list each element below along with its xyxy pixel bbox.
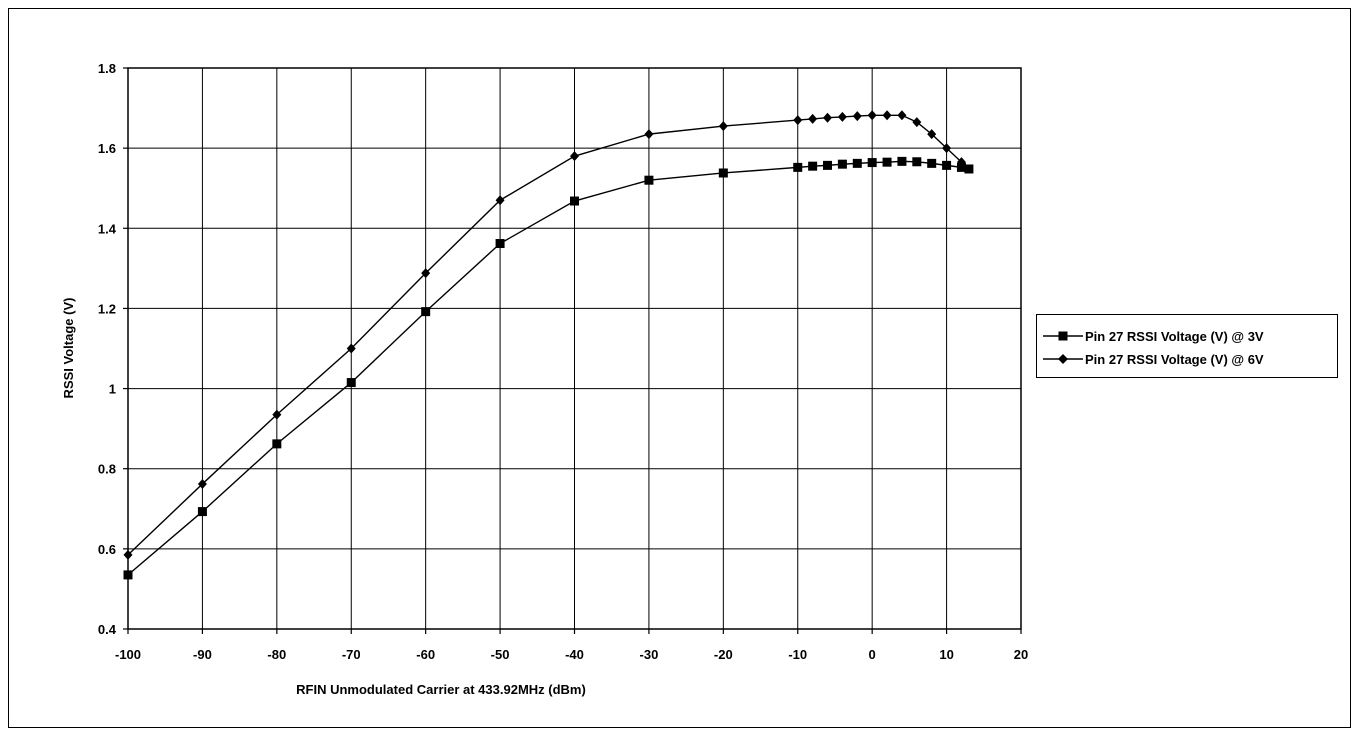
series-line <box>127 114 962 556</box>
data-point <box>272 439 282 449</box>
data-point <box>867 110 877 121</box>
series-layer <box>123 110 974 580</box>
data-point <box>123 549 133 560</box>
series-2 <box>123 110 966 560</box>
data-point <box>823 112 833 123</box>
x-tick-label: -10 <box>788 647 807 662</box>
legend-entry-6v: Pin 27 RSSI Voltage (V) @ 6V <box>1043 349 1264 369</box>
x-tick-label: -30 <box>640 647 659 662</box>
data-point <box>570 196 579 206</box>
data-point <box>495 195 505 206</box>
data-point <box>912 157 922 167</box>
data-point <box>272 409 282 420</box>
data-point <box>346 343 356 354</box>
data-point <box>808 161 818 171</box>
data-point <box>837 111 847 122</box>
data-point <box>718 168 728 178</box>
data-point <box>882 110 892 121</box>
data-point <box>897 156 907 166</box>
x-tick-label: -20 <box>714 647 733 662</box>
legend-label-3v: Pin 27 RSSI Voltage (V) @ 3V <box>1085 328 1264 344</box>
legend-entry-3v: Pin 27 RSSI Voltage (V) @ 3V <box>1043 326 1264 346</box>
y-tick-label: 1.6 <box>98 141 116 156</box>
legend-label-6v: Pin 27 RSSI Voltage (V) @ 6V <box>1085 351 1264 367</box>
data-point <box>942 160 952 170</box>
data-point <box>644 175 654 185</box>
data-point <box>852 158 862 168</box>
data-point <box>421 307 431 317</box>
data-point <box>718 121 728 132</box>
data-point <box>421 268 431 279</box>
data-point <box>197 507 207 517</box>
data-point <box>942 143 952 154</box>
series-1 <box>123 156 974 580</box>
data-point <box>823 160 833 170</box>
x-tick-label: -60 <box>416 647 435 662</box>
x-tick-label: 20 <box>1014 647 1028 662</box>
data-point <box>852 111 862 122</box>
data-point <box>793 162 803 172</box>
data-point <box>346 378 356 388</box>
data-point <box>197 478 207 489</box>
data-point <box>495 239 505 249</box>
x-axis-title: RFIN Unmodulated Carrier at 433.92MHz (d… <box>296 682 586 697</box>
y-tick-label: 1 <box>109 382 116 397</box>
y-tick-label: 0.6 <box>98 542 116 557</box>
chart-frame <box>8 8 1351 728</box>
legend-swatch-square-icon <box>1043 331 1083 341</box>
x-tick-label: -40 <box>565 647 584 662</box>
legend-swatch-diamond-icon <box>1043 354 1083 364</box>
series-line <box>127 160 970 576</box>
y-tick-label: 1.2 <box>98 301 116 316</box>
x-tick-label: -90 <box>193 647 212 662</box>
x-tick-label: 0 <box>869 647 876 662</box>
y-tick-label: 1.8 <box>98 61 116 76</box>
y-tick-label: 1.4 <box>98 221 117 236</box>
y-tick-label: 0.8 <box>98 462 116 477</box>
data-point <box>956 157 966 168</box>
legend: Pin 27 RSSI Voltage (V) @ 3V Pin 27 RSSI… <box>1036 314 1338 378</box>
y-tick-label: 0.4 <box>98 622 117 637</box>
data-point <box>927 158 937 168</box>
data-point <box>793 115 803 126</box>
data-point <box>897 110 907 121</box>
data-point <box>964 164 974 174</box>
data-point <box>837 159 847 169</box>
data-point <box>912 117 922 128</box>
x-tick-label: -80 <box>267 647 286 662</box>
data-point <box>644 129 654 140</box>
data-point <box>927 129 937 140</box>
tick-labels: -100 -90 -80 -70 -60 -50 -40 -30 -20 -10 0 10 200.40… <box>98 61 1028 662</box>
data-point <box>570 151 579 162</box>
x-tick-label: -100 <box>115 647 141 662</box>
x-tick-label: -70 <box>342 647 361 662</box>
y-axis-title: RSSI Voltage (V) <box>61 298 76 399</box>
data-point <box>882 157 892 167</box>
x-tick-label: -50 <box>491 647 510 662</box>
data-point <box>808 113 818 124</box>
data-point <box>956 162 966 172</box>
x-tick-label: 10 <box>939 647 953 662</box>
data-point <box>123 570 133 580</box>
data-point <box>867 158 877 168</box>
